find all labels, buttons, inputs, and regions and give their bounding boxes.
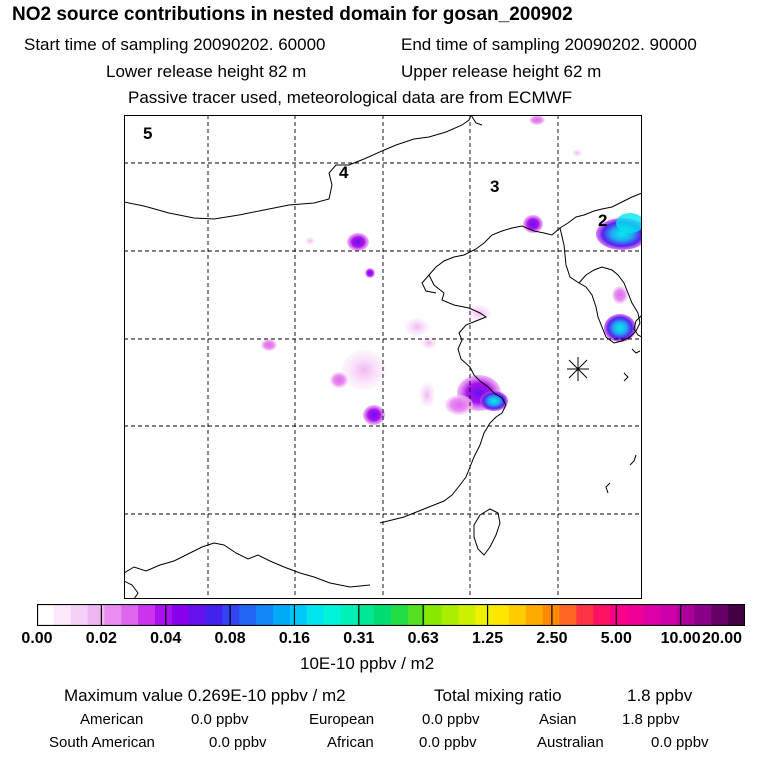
region-name-south-american: South American	[49, 734, 155, 751]
colorbar-tick-label: 20.00	[701, 630, 743, 647]
total-mixing-ratio-label: Total mixing ratio	[434, 686, 562, 705]
region-name-european: European	[309, 711, 375, 728]
colorbar-cell	[610, 604, 628, 626]
colorbar-cell	[475, 604, 493, 626]
region-value-american: 0.0 ppbv	[191, 711, 249, 728]
colorbar-cell	[205, 604, 224, 626]
region-value-european: 0.0 ppbv	[422, 711, 480, 728]
colorbar-tick-label: 0.04	[150, 630, 182, 647]
colorbar-cell	[222, 604, 240, 626]
total-mixing-ratio-value: 1.8 ppbv	[627, 686, 693, 705]
region-name-american: American	[80, 711, 144, 728]
region-name-asian: Asian	[539, 711, 577, 728]
colorbar-cell	[660, 604, 679, 626]
colorbar-cell	[340, 604, 358, 626]
colorbar-tick-label: 5.00	[600, 630, 632, 647]
region-name-australian: Australian	[537, 734, 604, 751]
map-frame	[124, 115, 642, 599]
region-value-australian: 0.0 ppbv	[651, 734, 709, 751]
colorbar	[37, 604, 745, 626]
colorbar-tick-label: 10.00	[660, 630, 701, 647]
colorbar-cell	[728, 604, 745, 626]
colorbar-cell	[643, 604, 662, 626]
colorbar-cell	[104, 604, 122, 626]
colorbar-tick-label: 0.02	[85, 630, 117, 647]
colorbar-cell	[593, 604, 611, 626]
region-value-asian: 1.8 ppbv	[622, 711, 680, 728]
region-label-2: 2	[598, 211, 607, 230]
region-label-5: 5	[143, 124, 152, 143]
asterisk-receptor-icon	[567, 357, 589, 381]
colorbar-cell	[155, 604, 173, 626]
colorbar-cell	[239, 604, 257, 626]
colorbar-tick-label: 0.00	[21, 630, 53, 647]
start-time-label: Start time of sampling 20090202. 60000	[24, 35, 326, 54]
colorbar-cell	[323, 604, 342, 626]
colorbar-cell	[273, 604, 291, 626]
colorbar-cell	[492, 604, 510, 626]
region-value-african: 0.0 ppbv	[419, 734, 477, 751]
tracer-note: Passive tracer used, meteorological data…	[128, 88, 573, 107]
colorbar-cell	[37, 604, 55, 626]
colorbar-tick-label: 0.31	[343, 630, 375, 647]
colorbar-tick-label: 1.25	[471, 630, 504, 647]
colorbar-cell	[53, 604, 72, 626]
colorbar-cell	[509, 604, 527, 626]
colorbar-cell	[289, 604, 308, 626]
colorbar-cell	[559, 604, 578, 626]
figure-title: NO2 source contributions in nested domai…	[12, 4, 573, 25]
region-label-4: 4	[339, 163, 349, 182]
colorbar-cell	[627, 604, 645, 626]
upper-release-height: Upper release height 62 m	[401, 62, 602, 81]
colorbar-cell	[121, 604, 139, 626]
lower-release-height: Lower release height 82 m	[106, 62, 307, 81]
map-panel: 5 4 3 2	[124, 115, 642, 599]
lat-lon-grid	[124, 115, 642, 599]
colorbar-cell	[407, 604, 426, 626]
colorbar-cell	[424, 604, 443, 626]
colorbar-cell	[138, 604, 156, 626]
colorbar-tick-label: 0.08	[214, 630, 246, 647]
colorbar-cell	[171, 604, 190, 626]
colorbar-cell	[87, 604, 106, 626]
colorbar-unit: 10E-10 ppbv / m2	[300, 654, 435, 673]
colorbar-cell	[694, 604, 712, 626]
colorbar-cell	[458, 604, 476, 626]
colorbar-cell	[391, 604, 409, 626]
colorbar-tick-label: 0.63	[407, 630, 439, 647]
coastlines	[124, 115, 642, 599]
colorbar-cell	[441, 604, 460, 626]
region-value-south-american: 0.0 ppbv	[209, 734, 267, 751]
concentration-field	[261, 115, 642, 425]
colorbar-cell	[188, 604, 207, 626]
region-label-3: 3	[490, 177, 499, 196]
colorbar-cell	[711, 604, 729, 626]
maximum-value: Maximum value 0.269E-10 ppbv / m2	[64, 686, 346, 705]
colorbar-cell	[576, 604, 594, 626]
colorbar-cell	[306, 604, 325, 626]
colorbar-cell	[677, 604, 696, 626]
colorbar-cell	[256, 604, 274, 626]
colorbar-tick-label: 0.16	[278, 630, 311, 647]
colorbar-tick-label: 2.50	[536, 630, 568, 647]
colorbar-cell	[70, 604, 89, 626]
colorbar-cell	[374, 604, 392, 626]
end-time-label: End time of sampling 20090202. 90000	[401, 35, 697, 54]
region-name-african: African	[327, 734, 374, 751]
colorbar-cell	[357, 604, 375, 626]
colorbar-cell	[525, 604, 544, 626]
